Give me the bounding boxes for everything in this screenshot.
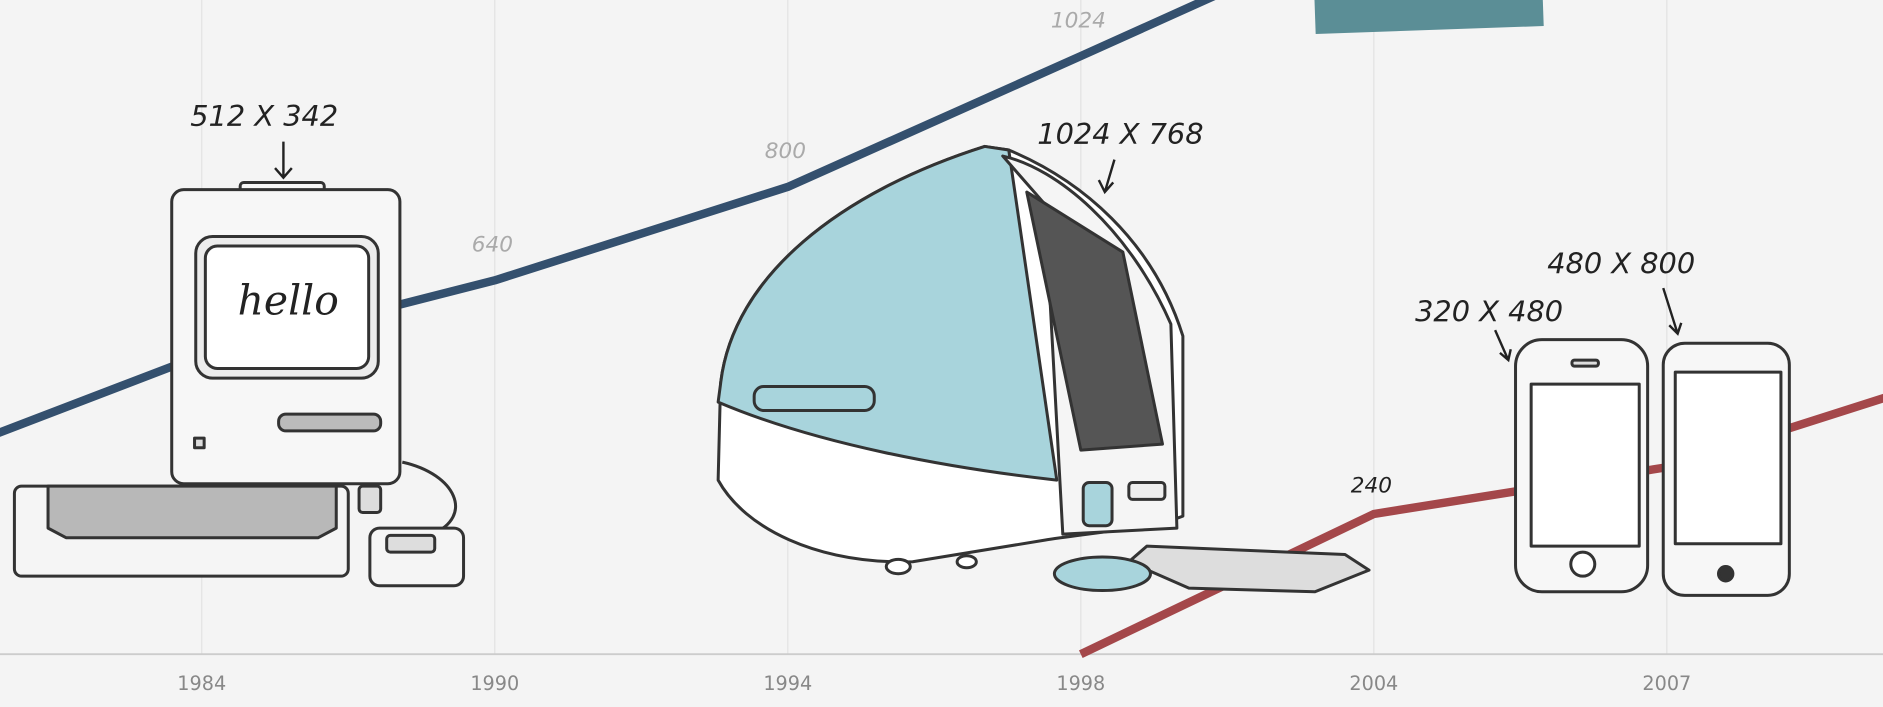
annotation-arrow — [274, 141, 293, 180]
value-label: 240 — [1351, 473, 1392, 498]
annotation-arrow — [1097, 159, 1116, 195]
nexus-one — [1661, 341, 1791, 597]
annotation-arrow — [1494, 329, 1512, 363]
iphone — [1514, 338, 1650, 594]
legend-tag — [1314, 0, 1544, 34]
x-tick-label: 1984 — [177, 672, 226, 695]
screen-text: hello — [238, 276, 339, 324]
resolution-annotation: 512 X 342 — [190, 99, 338, 133]
value-label: 800 — [765, 139, 806, 164]
x-tick-label: 2007 — [1642, 672, 1691, 695]
value-label: 640 — [472, 233, 513, 258]
resolution-annotation: 1024 X 768 — [1037, 117, 1203, 151]
x-tick-label: 1990 — [470, 672, 519, 695]
resolution-annotation: 320 X 480 — [1415, 295, 1563, 329]
labels: 640 800 1024 240 512 X 342 1024 X 768 320 X 48… — [190, 8, 1695, 498]
x-tick-label: 1998 — [1056, 672, 1105, 695]
imac — [716, 144, 1371, 594]
macintosh — [12, 180, 466, 588]
value-label: 1024 — [1051, 8, 1106, 33]
x-tick-label: 2004 — [1349, 672, 1398, 695]
annotation-arrow — [1662, 287, 1683, 336]
x-tick-label: 1994 — [763, 672, 812, 695]
resolution-annotation: 480 X 800 — [1547, 247, 1695, 281]
series-line — [0, 0, 1216, 437]
